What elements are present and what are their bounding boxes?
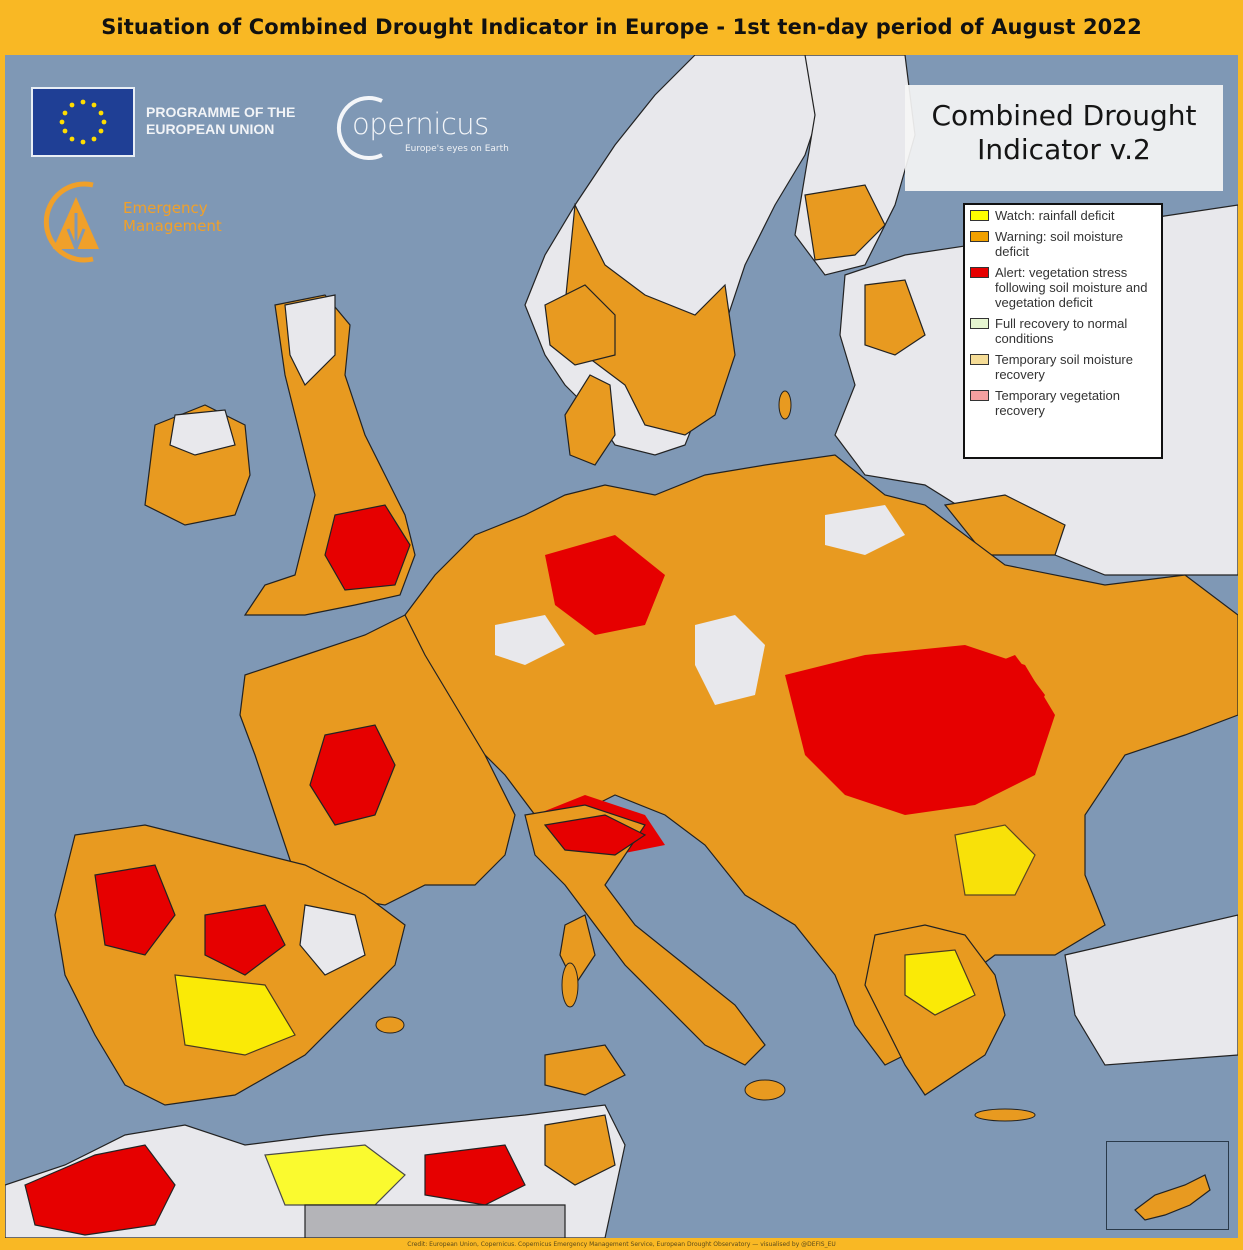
copernicus-arc-icon <box>337 96 383 160</box>
legend-label: Temporary vegetation recovery <box>995 388 1121 418</box>
swatch-full-recovery <box>970 318 989 329</box>
cyprus <box>1134 1174 1211 1221</box>
legend-item-temp-veg-recovery: Temporary vegetation recovery <box>970 388 1157 418</box>
no-drought-patches <box>495 505 905 705</box>
scandinavia <box>524 55 826 456</box>
product-title-line1: Combined Drought <box>931 99 1197 132</box>
legend-item-alert: Alert: vegetation stress following soil … <box>970 265 1157 310</box>
islands <box>375 390 1036 1122</box>
legend-item-full-recovery: Full recovery to normal conditions <box>970 316 1157 346</box>
legend-label: Full recovery to normal conditions <box>995 316 1128 346</box>
cyprus-inset-frame <box>1106 1141 1229 1230</box>
balkans <box>864 824 1036 1096</box>
emergency-management-logo: Emergency Management <box>33 179 253 267</box>
legend-label: Temporary soil moisture recovery <box>995 352 1133 382</box>
turkey-west <box>1064 914 1238 1066</box>
credit-footer: Credit: European Union, Copernicus. Cope… <box>407 1241 836 1248</box>
great-britain <box>243 294 416 616</box>
eu-stars-icon <box>59 99 107 145</box>
map-frame[interactable]: PROGRAMME OF THE EUROPEAN UNION opernicu… <box>5 55 1238 1238</box>
eu-flag-logo <box>31 87 135 157</box>
copernicus-tagline: Europe's eyes on Earth <box>405 144 509 154</box>
legend-label: Alert: vegetation stress following soil … <box>995 265 1148 310</box>
legend-item-temp-soil-recovery: Temporary soil moisture recovery <box>970 352 1157 382</box>
legend-label: Warning: soil moisture deficit <box>995 229 1124 259</box>
copernicus-wordmark: opernicus <box>352 107 489 141</box>
denmark <box>564 374 616 466</box>
product-title-line2: Indicator v.2 <box>977 133 1151 166</box>
title-bar: Situation of Combined Drought Indicator … <box>0 0 1243 54</box>
ireland <box>144 404 251 526</box>
legend-item-warning: Warning: soil moisture deficit <box>970 229 1157 259</box>
north-africa <box>5 1104 626 1238</box>
eu-programme-text: PROGRAMME OF THE EUROPEAN UNION <box>146 104 295 138</box>
finland <box>794 55 916 276</box>
eu-programme-line1: PROGRAMME OF THE <box>146 104 296 120</box>
legend: Watch: rainfall deficit Warning: soil mo… <box>963 203 1163 459</box>
swatch-alert <box>970 267 989 278</box>
product-title-box: Combined Drought Indicator v.2 <box>905 85 1223 191</box>
emergency-management-text: Emergency Management <box>123 199 222 235</box>
swatch-warning <box>970 231 989 242</box>
swatch-temp-soil-recovery <box>970 354 989 365</box>
emergency-management-icon <box>43 181 99 263</box>
swatch-temp-veg-recovery <box>970 390 989 401</box>
swatch-watch <box>970 210 989 221</box>
em-line1: Emergency <box>123 199 208 217</box>
iberia <box>54 824 406 1106</box>
copernicus-logo: opernicus Europe's eyes on Earth <box>330 93 520 163</box>
em-line2: Management <box>123 217 222 235</box>
france <box>239 614 516 906</box>
legend-label: Watch: rainfall deficit <box>995 208 1115 223</box>
legend-item-watch: Watch: rainfall deficit <box>970 208 1157 223</box>
italy <box>524 804 766 1096</box>
map-title: Situation of Combined Drought Indicator … <box>101 15 1142 39</box>
eu-programme-line2: EUROPEAN UNION <box>146 121 275 137</box>
